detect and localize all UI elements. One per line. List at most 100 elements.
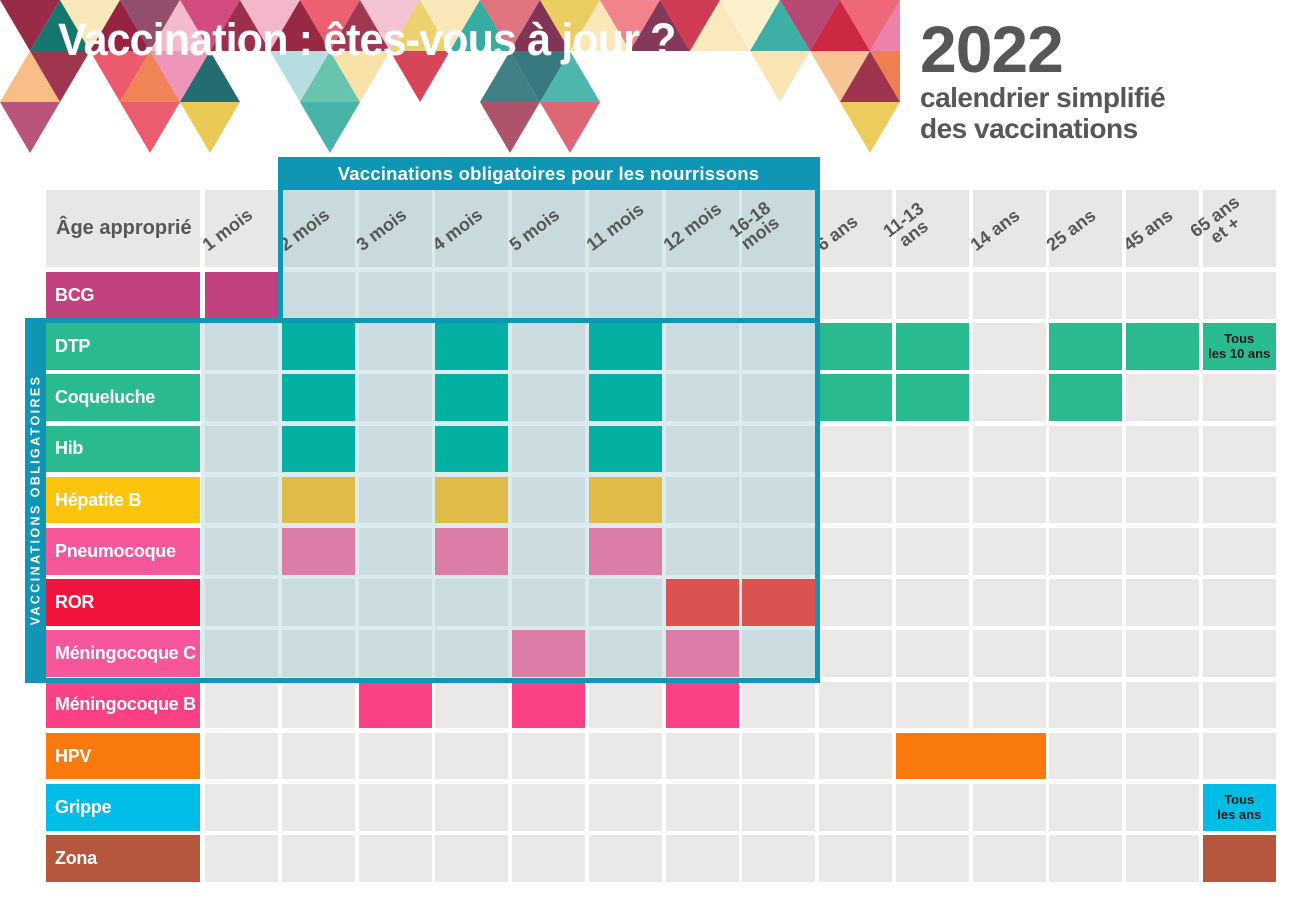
box-border-left-upper [278, 190, 283, 318]
schedule-cell-empty [1126, 374, 1199, 421]
schedule-cell-empty [819, 630, 892, 677]
schedule-cell-empty [205, 476, 278, 524]
mosaic-triangle [300, 51, 360, 102]
schedule-cell-empty [1126, 579, 1199, 626]
vaccine-row-label: Hib [46, 425, 200, 473]
mosaic-triangle [630, 0, 690, 51]
mosaic-triangle [330, 0, 390, 51]
vaccine-row-label: HPV [46, 732, 200, 780]
schedule-cell-empty [205, 681, 278, 729]
vaccine-row-label: DTP [46, 323, 200, 370]
mosaic-triangle [300, 102, 360, 153]
column-header-label: 3 mois [352, 204, 410, 255]
schedule-cell-empty [1126, 784, 1199, 831]
column-header-label: 12 mois [659, 198, 725, 255]
vaccine-row-label: Méningocoque C [46, 630, 200, 677]
schedule-cell-empty [588, 784, 662, 831]
schedule-cell-empty [1126, 630, 1199, 677]
dose-cell [588, 425, 662, 473]
mosaic-triangle [510, 0, 570, 51]
schedule-cell-empty [512, 732, 585, 780]
mosaic-triangle [690, 0, 750, 51]
schedule-cell-empty [512, 272, 585, 319]
mandatory-infants-banner: Vaccinations obligatoires pour les nourr… [278, 157, 819, 190]
schedule-cell-empty [1126, 425, 1199, 473]
column-header-label: 25 ans [1042, 205, 1100, 255]
dose-cell-with-note: Tous les 10 ans [1202, 323, 1276, 370]
vaccine-row-label: Coqueluche [46, 374, 200, 421]
schedule-cell-empty [1202, 476, 1276, 524]
schedule-cell-empty [895, 425, 969, 473]
schedule-cell-empty [512, 784, 585, 831]
mosaic-triangle [240, 0, 300, 51]
mosaic-triangle [540, 51, 600, 102]
schedule-cell-empty [512, 528, 585, 575]
schedule-cell-empty [1049, 784, 1123, 831]
schedule-cell-empty [435, 272, 509, 319]
dose-cell [281, 425, 355, 473]
dose-cell [665, 579, 739, 626]
dose-cell [1049, 374, 1123, 421]
schedule-cell-empty [742, 630, 816, 677]
column-header-label: 14 ans [966, 205, 1023, 255]
schedule-cell-empty [435, 835, 509, 882]
schedule-cell-empty [742, 476, 816, 524]
schedule-cell-empty [895, 579, 969, 626]
year-panel: 2022 calendrier simplifié des vaccinatio… [920, 12, 1166, 144]
year-heading: 2022 [920, 12, 1064, 86]
schedule-cell-empty [281, 732, 355, 780]
column-header: 16-18 mois [726, 190, 816, 267]
schedule-cell-empty [588, 579, 662, 626]
column-header-label: 45 ans [1119, 205, 1177, 255]
schedule-cell-empty [972, 476, 1046, 524]
dose-note-line: les 10 ans [1208, 346, 1271, 362]
dose-cell-with-note: Tous les ans [1202, 784, 1276, 831]
schedule-cell-empty [972, 681, 1046, 729]
schedule-cell-empty [205, 630, 278, 677]
mosaic-triangle [0, 0, 60, 51]
schedule-cell-empty [1049, 579, 1123, 626]
schedule-cell-empty [665, 272, 739, 319]
box-border-right [814, 157, 820, 682]
subtitle-line-2: des vaccinations [920, 113, 1138, 144]
dose-note-line: Tous [1224, 792, 1255, 808]
dose-cell [895, 732, 1046, 780]
schedule-cell-empty [1049, 835, 1123, 882]
header-mosaic-decoration [0, 0, 900, 153]
box-border-top [25, 318, 820, 323]
column-header: 4 mois [429, 190, 509, 267]
dose-cell [281, 476, 355, 524]
schedule-cell-empty [665, 835, 739, 882]
schedule-cell-empty [358, 732, 432, 780]
vaccine-row-label: Pneumocoque [46, 528, 200, 575]
schedule-cell-empty [742, 681, 816, 729]
mosaic-triangle [750, 51, 810, 102]
schedule-cell-empty [205, 323, 278, 370]
mosaic-triangle [30, 0, 90, 51]
schedule-cell-empty [205, 374, 278, 421]
mosaic-triangle [300, 0, 360, 51]
schedule-cell-empty [358, 784, 432, 831]
schedule-cell-empty [1126, 681, 1199, 729]
column-header-label: 5 mois [505, 204, 564, 255]
dose-cell [281, 374, 355, 421]
mosaic-triangle [0, 102, 60, 153]
schedule-cell-empty [358, 579, 432, 626]
schedule-cell-empty [972, 579, 1046, 626]
mosaic-triangle [660, 0, 720, 51]
schedule-cell-empty [665, 476, 739, 524]
schedule-cell-empty [742, 784, 816, 831]
mosaic-triangle [30, 51, 90, 102]
dose-cell [205, 272, 278, 319]
column-header-label: 6 ans [812, 211, 862, 255]
dose-cell [281, 528, 355, 575]
schedule-cell-empty [895, 835, 969, 882]
mosaic-triangle [60, 0, 120, 51]
mosaic-triangle [330, 51, 390, 102]
subtitle-line-1: calendrier simplifié [920, 82, 1166, 113]
vaccine-row-label: ROR [46, 579, 200, 626]
schedule-cell-empty [588, 681, 662, 729]
schedule-cell-empty [512, 579, 585, 626]
mosaic-triangle [810, 0, 870, 51]
mosaic-triangle [180, 0, 240, 51]
